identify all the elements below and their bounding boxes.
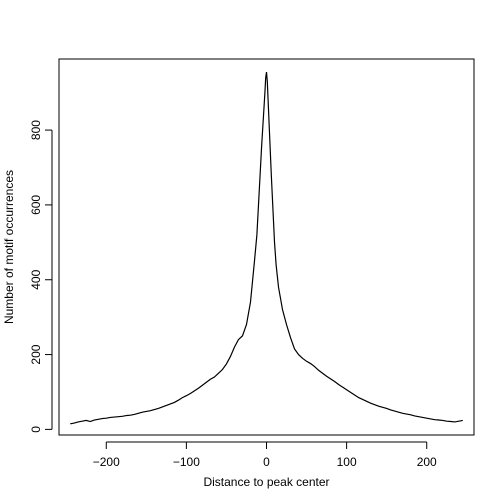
x-tick-label: 0 bbox=[263, 455, 270, 469]
x-axis-label: Distance to peak center bbox=[203, 475, 329, 489]
y-tick-label: 200 bbox=[29, 344, 43, 364]
x-axis: −200 −100 0 100 200 bbox=[93, 441, 437, 469]
series-line bbox=[70, 72, 463, 425]
y-tick-label: 400 bbox=[29, 269, 43, 289]
y-axis: 0 200 400 600 800 bbox=[29, 120, 53, 433]
y-axis-label: Number of motif occurrences bbox=[2, 170, 16, 324]
x-tick-label: −100 bbox=[173, 455, 200, 469]
x-tick-label: 200 bbox=[417, 455, 437, 469]
y-tick-label: 0 bbox=[29, 426, 43, 433]
plot-frame bbox=[58, 58, 475, 436]
x-tick-label: −200 bbox=[93, 455, 120, 469]
y-tick-label: 800 bbox=[29, 120, 43, 140]
x-tick-label: 100 bbox=[337, 455, 357, 469]
y-tick-label: 600 bbox=[29, 195, 43, 215]
